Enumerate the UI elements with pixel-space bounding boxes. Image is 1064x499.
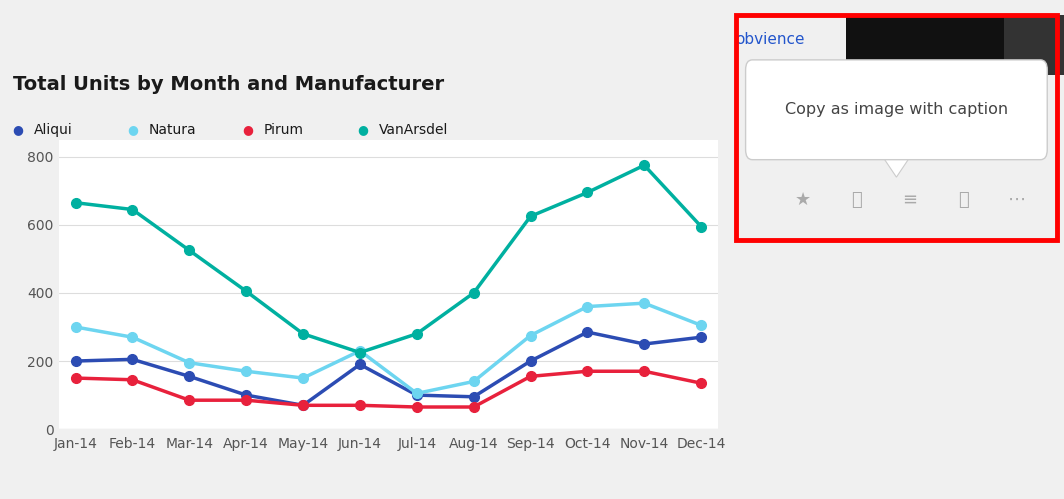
Text: Pirum: Pirum <box>264 123 304 137</box>
Text: ●: ● <box>243 123 253 136</box>
FancyBboxPatch shape <box>846 15 1014 75</box>
Text: ●: ● <box>13 123 23 136</box>
Text: ⋯: ⋯ <box>1008 191 1026 209</box>
FancyBboxPatch shape <box>1003 15 1064 75</box>
Text: ●: ● <box>358 123 368 136</box>
Text: ⬜: ⬜ <box>958 191 969 209</box>
Text: ★: ★ <box>795 191 811 209</box>
Text: Aliqui: Aliqui <box>34 123 72 137</box>
Polygon shape <box>878 150 915 177</box>
FancyBboxPatch shape <box>746 60 1047 160</box>
Text: obvience: obvience <box>735 32 805 47</box>
Text: ●: ● <box>128 123 138 136</box>
Text: Copy as image with caption: Copy as image with caption <box>785 102 1008 117</box>
Text: Natura: Natura <box>149 123 197 137</box>
Text: ≡: ≡ <box>902 191 917 209</box>
Text: VanArsdel: VanArsdel <box>379 123 448 137</box>
Text: ⧉: ⧉ <box>851 191 862 209</box>
Text: Total Units by Month and Manufacturer: Total Units by Month and Manufacturer <box>13 75 444 94</box>
